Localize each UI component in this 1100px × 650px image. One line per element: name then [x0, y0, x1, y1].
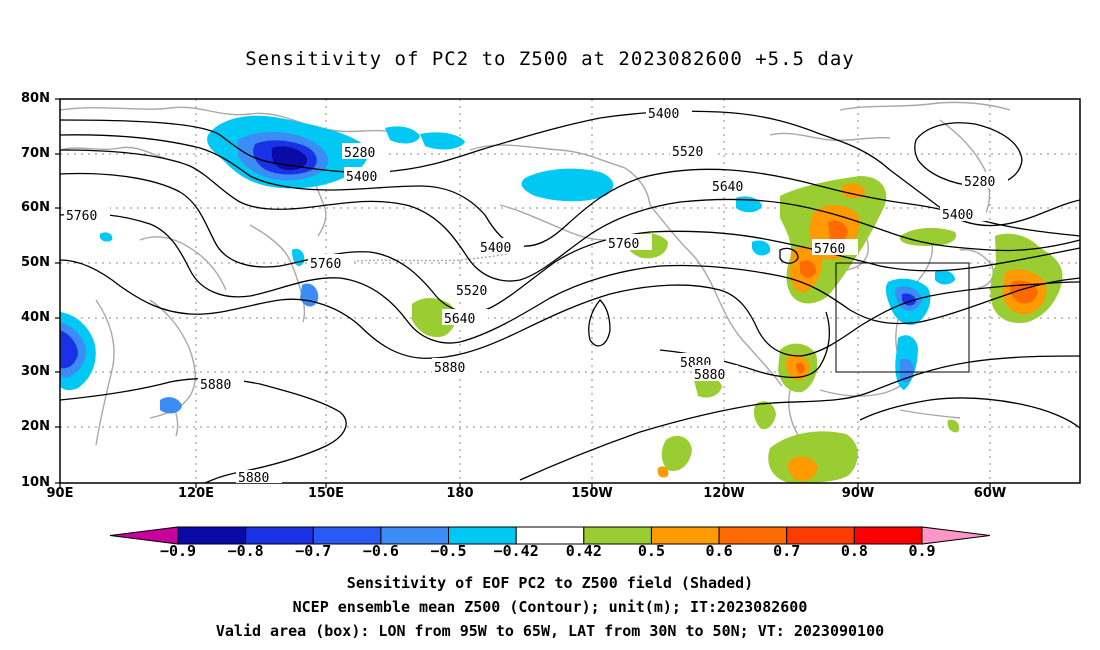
shade-negative [752, 240, 771, 256]
sensitivity-shading [60, 115, 1063, 483]
colorbar-tick-label: −0.42 [493, 542, 539, 560]
contour-label: 5280 [964, 175, 995, 190]
lat-label: 20N [21, 419, 50, 434]
shade-negative [935, 270, 955, 285]
lon-label: 180 [446, 486, 474, 501]
contour-label-group: 5400 5520 5640 5280 5400 5760 5400 5280 … [64, 104, 1008, 486]
shade-positive [796, 362, 805, 374]
shade-positive [828, 220, 848, 243]
lon-label: 90E [46, 486, 74, 501]
contour-label: 5880 [694, 368, 725, 383]
contour-label: 5760 [310, 257, 341, 272]
colorbar-tick-label: −0.9 [159, 542, 197, 560]
shade-negative [300, 283, 319, 307]
shade-positive [661, 435, 692, 472]
lat-label: 10N [21, 475, 50, 490]
valid-area-box [835, 262, 970, 373]
colorbar-tick-label: 0.9 [908, 542, 936, 560]
caption-valid-area: Valid area (box): LON from 95W to 65W, L… [215, 622, 885, 640]
contour-label: 5760 [608, 237, 639, 252]
lon-label: 60W [973, 486, 1007, 501]
colorbar-tick-label: 0.7 [773, 542, 801, 560]
lon-label: 90W [841, 486, 875, 501]
colorbar-tick-label: 0.42 [565, 542, 602, 560]
map-border [59, 98, 1081, 484]
lat-label: 50N [21, 255, 50, 270]
lon-label: 120E [177, 486, 215, 501]
lat-label: 70N [21, 146, 50, 161]
shade-positive [412, 298, 456, 338]
contour-label: 5280 [344, 146, 375, 161]
shade-negative [60, 330, 78, 369]
colorbar-tick-label: −0.8 [227, 542, 264, 560]
shade-negative [99, 232, 113, 242]
contour-label: 5880 [200, 378, 231, 393]
shade-positive [694, 376, 722, 398]
contour-label: 5400 [346, 170, 377, 185]
shade-negative [521, 168, 614, 202]
caption-shaded: Sensitivity of EOF PC2 to Z500 field (Sh… [346, 574, 754, 592]
colorbar-tick-label: 0.6 [705, 542, 733, 560]
contour-label: 5640 [444, 312, 475, 327]
colorbar-tick-label: −0.7 [295, 542, 332, 560]
lon-label: 120W [703, 486, 745, 501]
shade-negative [385, 126, 420, 144]
lat-label: 30N [21, 364, 50, 379]
caption-contour: NCEP ensemble mean Z500 (Contour); unit(… [292, 598, 808, 616]
shade-positive [753, 401, 776, 430]
shade-positive [842, 183, 866, 199]
colorbar-tick-label: 0.8 [840, 542, 868, 560]
shade-positive [657, 466, 669, 478]
colorbar-tick-label: −0.6 [362, 542, 399, 560]
shade-positive [947, 419, 960, 433]
lat-label: 60N [21, 200, 50, 215]
plot-title: Sensitivity of PC2 to Z500 at 2023082600… [245, 48, 855, 70]
contour-label: 5520 [672, 145, 703, 160]
contour-label: 5640 [712, 180, 743, 195]
shade-positive [899, 227, 957, 246]
colorbar-tick-label: 0.5 [637, 542, 665, 560]
contour-label: 5400 [942, 208, 973, 223]
contour-label: 5400 [648, 107, 679, 122]
axis-ticks [55, 98, 991, 488]
colorbar-tick-label: −0.5 [430, 542, 467, 560]
lat-label: 40N [21, 310, 50, 325]
shade-positive [788, 456, 818, 481]
contour-label: 5760 [814, 242, 845, 257]
contour-label: 5520 [456, 284, 487, 299]
contour-label: 5880 [434, 361, 465, 376]
shade-negative [160, 397, 182, 414]
contour-label: 5400 [480, 241, 511, 256]
lat-label: 80N [21, 91, 50, 106]
lon-label: 150E [307, 486, 345, 501]
shade-negative [420, 132, 465, 150]
lon-label: 150W [571, 486, 613, 501]
shade-positive [800, 260, 816, 278]
contour-label: 5760 [66, 209, 97, 224]
contour-label: 5880 [238, 471, 269, 486]
